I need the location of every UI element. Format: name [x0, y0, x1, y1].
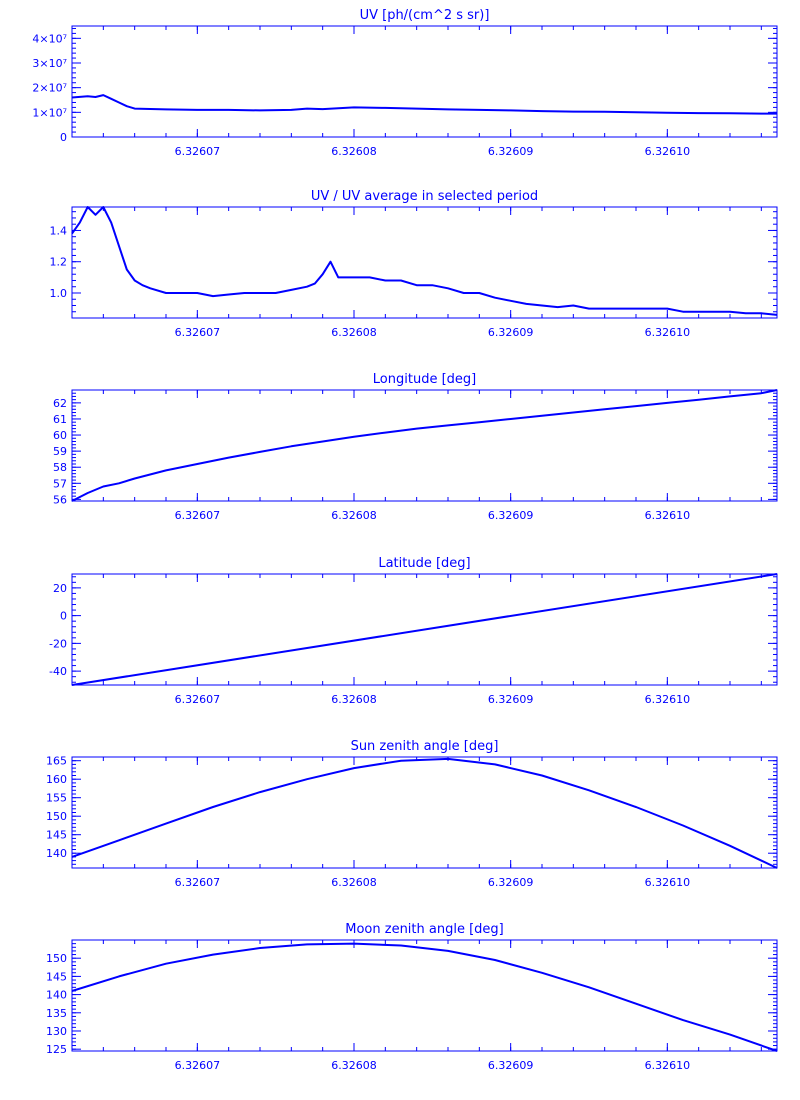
x-tick-label: 6.32608 — [331, 326, 377, 339]
y-tick-label: 1.0 — [50, 287, 68, 300]
y-tick-label: 135 — [46, 1007, 67, 1020]
chart-title: Latitude [deg] — [378, 556, 470, 571]
chart-panel-5: Sun zenith angle [deg] 6.32607 6.32608 6.32… — [46, 739, 778, 889]
x-tick-label: 6.32607 — [175, 693, 221, 706]
x-tick-label: 6.32609 — [488, 1059, 534, 1072]
y-tick-label: 4×10⁷ — [32, 32, 67, 45]
series-line — [71, 942, 778, 1052]
x-tick-label: 6.32608 — [331, 145, 377, 158]
y-tick-label: 165 — [46, 755, 67, 768]
x-tick-label: 6.32609 — [488, 509, 534, 522]
plot-frame — [71, 25, 778, 138]
y-tick-label: 140 — [46, 847, 67, 860]
y-tick-label: 2×10⁷ — [32, 82, 67, 95]
x-tick-label: 6.32610 — [645, 509, 691, 522]
y-tick-label: 20 — [53, 582, 67, 595]
plot-frame — [71, 756, 778, 869]
y-tick-label: 150 — [46, 810, 67, 823]
y-tick-label: 1.2 — [50, 256, 68, 269]
y-tick-label: 61 — [53, 413, 67, 426]
x-tick-label: 6.32607 — [175, 326, 221, 339]
plot-frame — [71, 206, 778, 319]
series-line — [71, 206, 778, 316]
x-tick-label: 6.32608 — [331, 509, 377, 522]
x-tick-label: 6.32608 — [331, 693, 377, 706]
y-tick-label: 56 — [53, 493, 67, 506]
y-tick-label: 1.4 — [50, 224, 68, 237]
series-line — [71, 757, 778, 869]
x-tick-label: 6.32608 — [331, 876, 377, 889]
chart-panel-3: Longitude [deg] 6.32607 6.32608 6.32609 6.32… — [53, 372, 778, 522]
x-tick-label: 6.32609 — [488, 145, 534, 158]
x-tick-label: 6.32607 — [175, 1059, 221, 1072]
chart-panel-2: UV / UV average in selected period 6.3260… — [50, 189, 778, 339]
y-tick-label: 125 — [46, 1043, 67, 1056]
y-tick-label: 145 — [46, 970, 67, 983]
y-tick-label: 58 — [53, 461, 67, 474]
y-tick-label: 57 — [53, 477, 67, 490]
chart-title: UV / UV average in selected period — [311, 189, 538, 204]
x-tick-label: 6.32608 — [331, 1059, 377, 1072]
y-tick-label: -20 — [49, 637, 67, 650]
plot-frame — [71, 939, 778, 1052]
y-tick-label: 155 — [46, 792, 67, 805]
plot-frame — [71, 389, 778, 502]
y-tick-label: 150 — [46, 952, 67, 965]
x-tick-label: 6.32610 — [645, 876, 691, 889]
y-tick-label: 145 — [46, 829, 67, 842]
y-tick-label: 0 — [60, 610, 67, 623]
x-tick-label: 6.32610 — [645, 326, 691, 339]
chart-panel-4: Latitude [deg] 6.32607 6.32608 6.32609 6.326… — [49, 556, 778, 706]
x-tick-label: 6.32610 — [645, 145, 691, 158]
y-tick-label: 62 — [53, 397, 67, 410]
chart-panel-1: UV [ph/(cm^2 s sr)] 6.32607 6.32608 6.32609… — [32, 8, 778, 158]
x-tick-label: 6.32607 — [175, 876, 221, 889]
series-line — [71, 389, 778, 502]
series-line — [71, 573, 778, 686]
y-tick-label: 1×10⁷ — [32, 106, 67, 119]
chart-title: UV [ph/(cm^2 s sr)] — [360, 8, 490, 23]
y-tick-label: 130 — [46, 1025, 67, 1038]
x-tick-label: 6.32609 — [488, 326, 534, 339]
y-tick-label: 59 — [53, 445, 67, 458]
series-line — [71, 94, 777, 115]
y-tick-label: -40 — [49, 665, 67, 678]
chart-panel-6: Moon zenith angle [deg] 6.32607 6.32608 6.3… — [46, 922, 778, 1072]
chart-title: Longitude [deg] — [373, 372, 476, 387]
x-tick-label: 6.32609 — [488, 876, 534, 889]
x-tick-label: 6.32610 — [645, 1059, 691, 1072]
y-tick-label: 0 — [60, 131, 67, 144]
x-tick-label: 6.32610 — [645, 693, 691, 706]
y-tick-label: 140 — [46, 989, 67, 1002]
chart-title: Sun zenith angle [deg] — [351, 739, 499, 754]
y-tick-label: 3×10⁷ — [32, 57, 67, 70]
y-tick-label: 160 — [46, 773, 67, 786]
chart-title: Moon zenith angle [deg] — [345, 922, 503, 937]
y-tick-label: 60 — [53, 429, 67, 442]
plot-frame — [71, 573, 778, 686]
x-tick-label: 6.32607 — [175, 145, 221, 158]
x-tick-label: 6.32609 — [488, 693, 534, 706]
x-tick-label: 6.32607 — [175, 509, 221, 522]
